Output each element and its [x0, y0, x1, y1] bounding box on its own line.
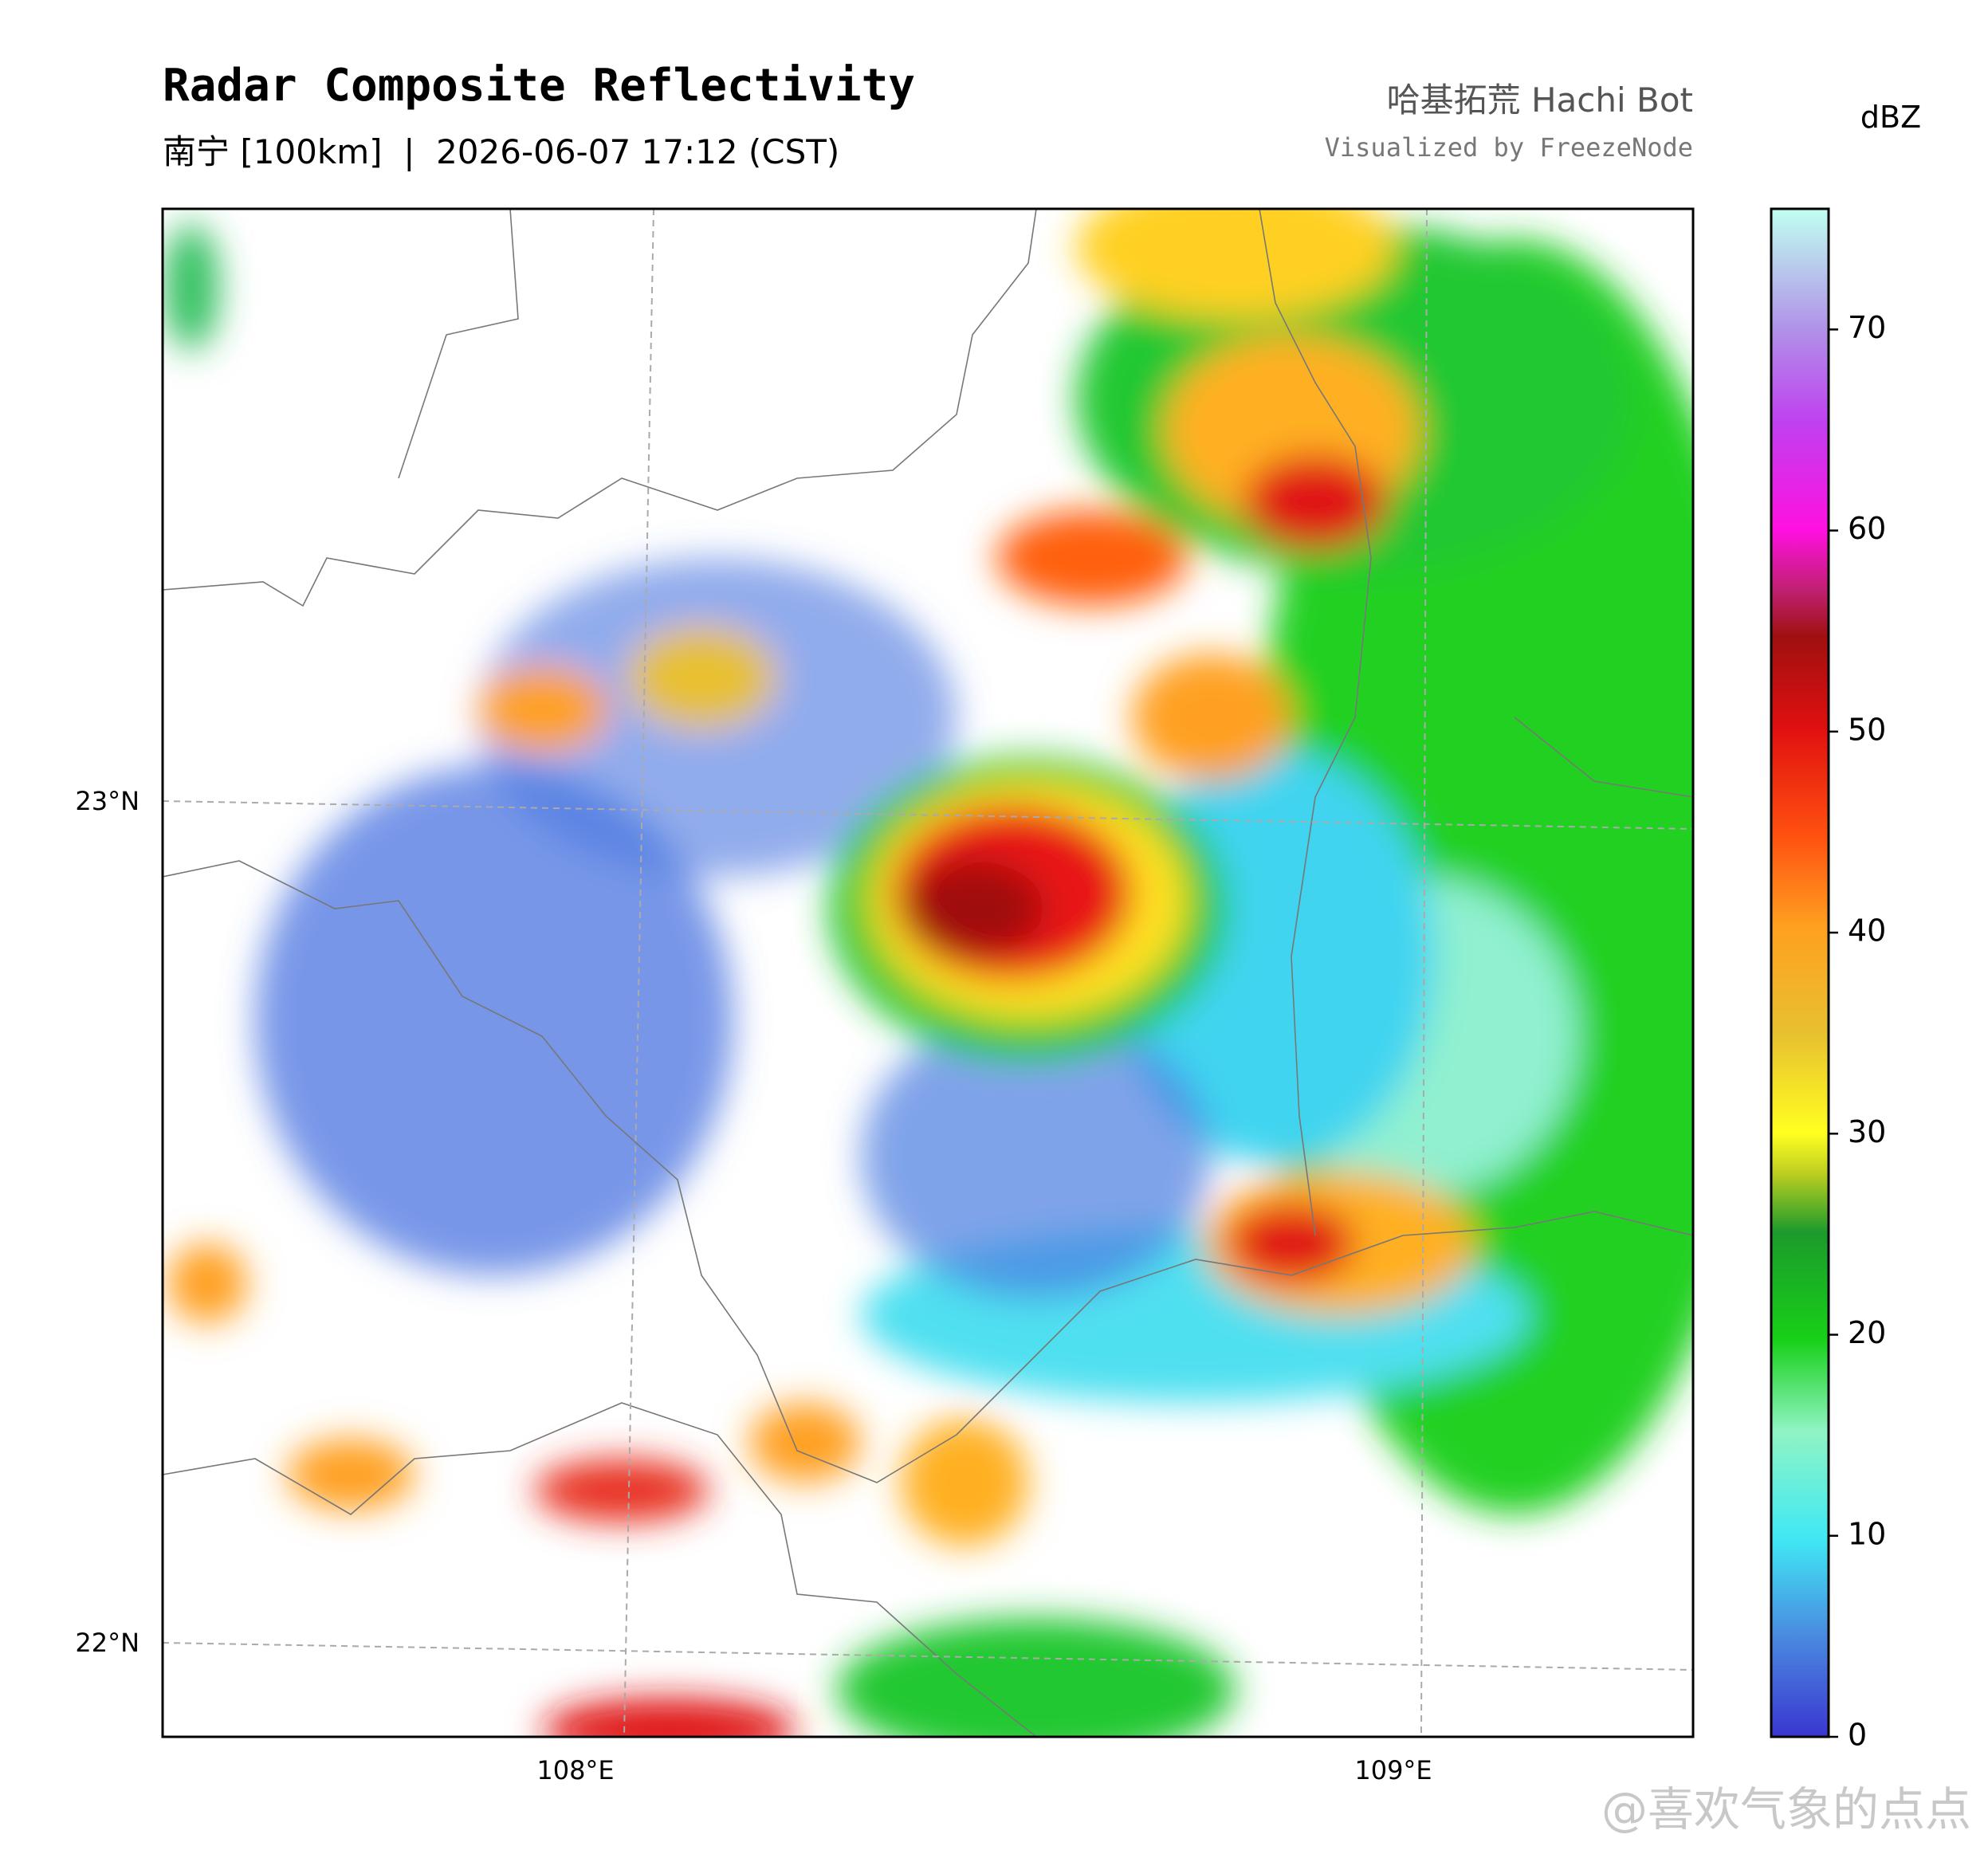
radar-echoes: [163, 209, 1693, 1737]
lat-label: 23°N: [75, 786, 139, 816]
colorbar-tick-label: 30: [1848, 1114, 1886, 1149]
colorbar: [1770, 207, 1830, 1738]
colorbar-ticks: 0 10 20 30 40 50 60 70: [1829, 310, 1886, 1753]
colorbar-tick-label: 50: [1848, 712, 1886, 747]
colorbar-tick-label: 40: [1848, 913, 1886, 949]
lon-label: 108°E: [536, 1755, 614, 1785]
borders: [163, 209, 1693, 1737]
colorbar-tick-label: 0: [1848, 1718, 1867, 1753]
map-frame: [161, 207, 1695, 1738]
colorbar-tick-label: 60: [1848, 511, 1886, 546]
colorbar-tick-label: 70: [1848, 310, 1886, 345]
lon-label: 109°E: [1354, 1755, 1432, 1785]
credit: 哈基拓荒 Hachi Bot: [1387, 81, 1693, 120]
colorbar-tick-label: 10: [1848, 1516, 1886, 1551]
visualized-by: Visualized by FreezeNode: [1325, 132, 1693, 163]
watermark: @喜欢气象的点点: [1601, 1782, 1971, 1836]
lat-label: 22°N: [75, 1628, 139, 1658]
title: Radar Composite Reflectivity: [163, 60, 915, 112]
colorbar-tick-label: 20: [1848, 1315, 1886, 1350]
map-area: [163, 209, 1693, 1737]
colorbar-label: dBZ: [1860, 100, 1921, 135]
subtitle: 南宁 [100km] | 2026-06-07 17:12 (CST): [163, 132, 839, 171]
